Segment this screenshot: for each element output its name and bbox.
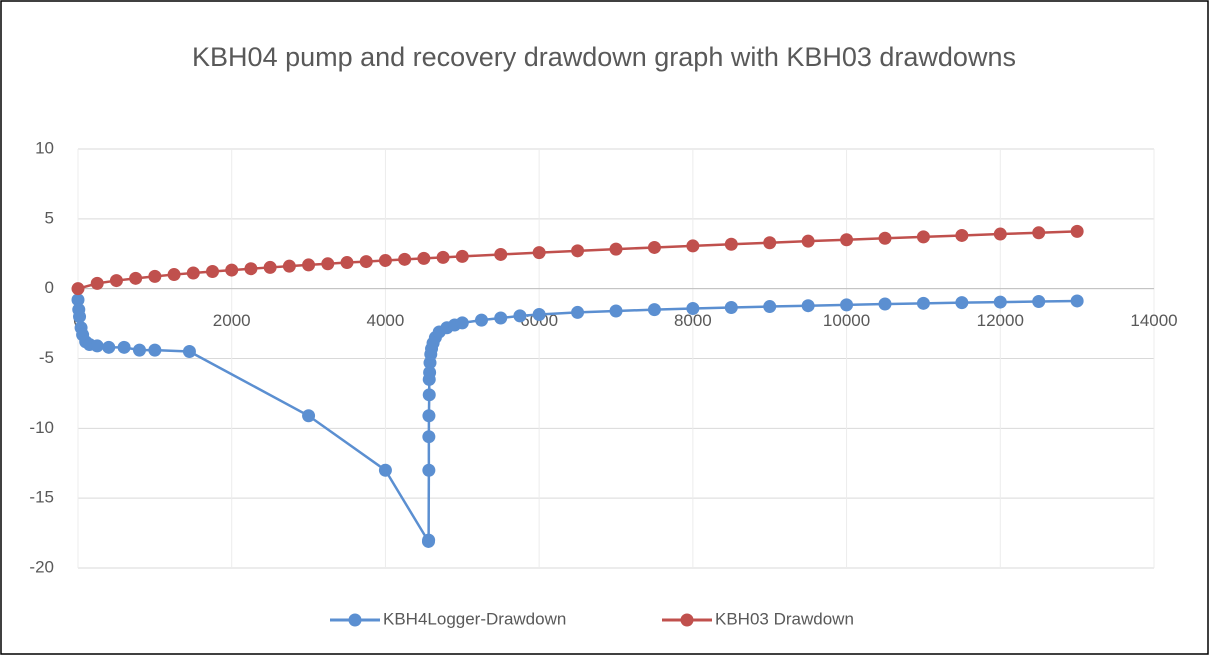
marker [878,297,892,311]
legend-marker [680,613,694,627]
marker [398,252,412,266]
marker [148,269,162,283]
marker [422,388,436,402]
marker [302,258,316,272]
x-tick-label: 8000 [674,311,712,330]
marker [148,343,162,357]
marker [455,316,469,330]
marker [225,263,239,277]
marker [302,409,316,423]
marker [423,365,437,379]
marker [513,309,527,323]
marker [378,463,392,477]
marker [494,247,508,261]
marker [321,257,335,271]
marker [647,303,661,317]
marker [1032,295,1046,309]
marker [117,340,131,354]
marker [90,276,104,290]
marker [955,228,969,242]
chart-title: KBH04 pump and recovery drawdown graph w… [192,42,1016,72]
marker [955,296,969,310]
y-tick-label: -20 [29,557,54,576]
marker [475,313,488,327]
marker [609,242,623,256]
marker [916,230,930,244]
marker [993,227,1007,241]
marker [763,300,777,314]
marker [109,274,123,288]
marker [244,262,258,276]
marker [71,293,85,307]
marker [840,298,854,312]
marker [102,340,116,354]
marker [167,268,181,282]
marker [724,237,738,251]
marker [724,301,738,315]
marker [455,249,469,263]
marker [916,296,930,310]
marker [282,259,296,273]
marker [686,301,700,315]
marker [571,244,585,258]
marker [993,295,1007,309]
x-tick-label: 12000 [977,311,1024,330]
y-tick-label: -5 [39,348,54,367]
legend-marker [348,613,362,627]
marker [186,266,200,280]
y-tick-label: -10 [29,418,54,437]
marker [1070,294,1084,308]
marker [359,255,373,269]
legend-label: KBH4Logger-Drawdown [383,609,566,628]
legend-label: KBH03 Drawdown [715,609,854,628]
marker [532,308,546,322]
marker [878,231,892,245]
marker [532,246,546,260]
x-tick-label: 4000 [367,311,405,330]
marker [436,250,450,264]
y-tick-label: 0 [45,278,54,297]
marker [132,343,146,357]
marker [686,239,700,253]
marker [763,236,777,250]
marker [378,253,392,267]
marker [422,533,436,547]
marker [801,234,815,248]
marker [422,463,436,477]
marker [263,260,277,274]
marker [206,264,219,278]
marker [129,271,143,285]
marker [801,299,815,313]
marker [422,430,436,444]
marker [182,345,196,359]
marker [840,233,854,247]
x-tick-label: 2000 [213,311,251,330]
marker [90,339,104,353]
marker [494,311,508,325]
marker [71,282,85,296]
marker [647,240,661,254]
y-tick-label: -15 [29,488,54,507]
y-tick-label: 10 [35,138,54,157]
x-tick-label: 10000 [823,311,870,330]
marker [1070,224,1084,238]
marker [609,304,623,318]
marker [417,251,431,265]
marker [422,409,436,423]
marker [571,305,585,319]
marker [1032,226,1046,240]
y-tick-label: 5 [45,208,54,227]
marker [340,256,354,270]
marker [73,310,87,324]
x-tick-label: 14000 [1130,311,1177,330]
